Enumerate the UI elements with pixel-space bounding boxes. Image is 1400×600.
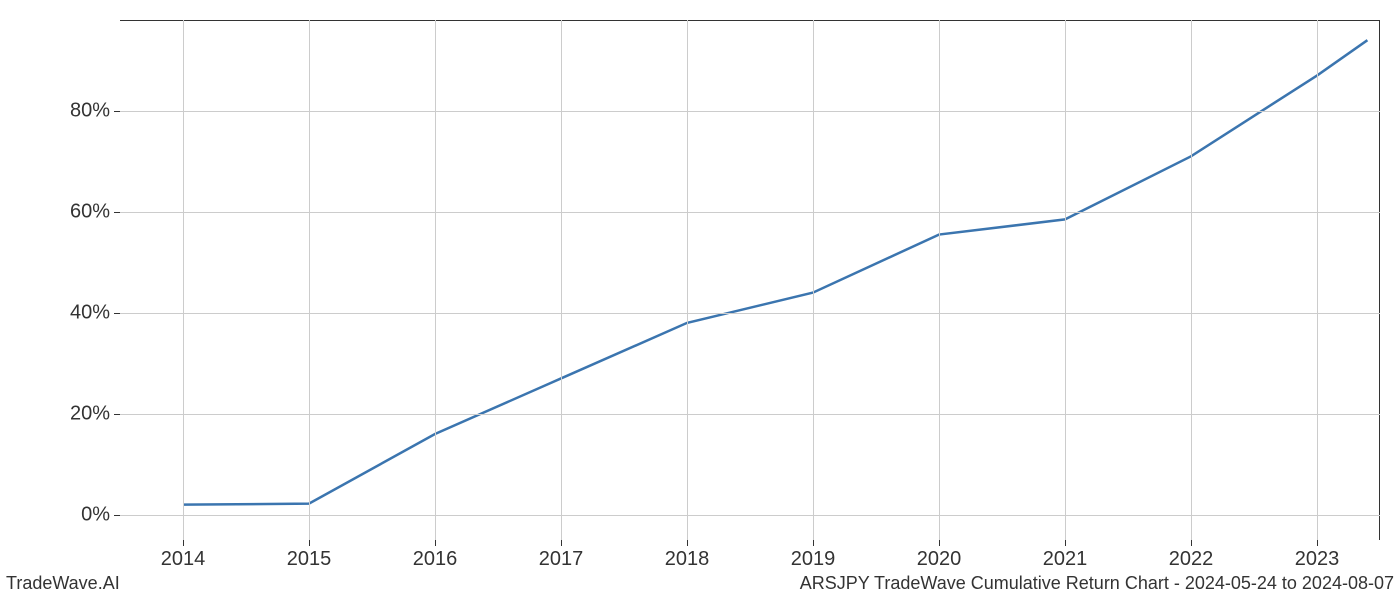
y-tick-label: 20% [70, 402, 110, 425]
x-tick-mark [939, 540, 940, 546]
x-tick-mark [561, 540, 562, 546]
x-tick-mark [183, 540, 184, 546]
gridline-vertical [309, 20, 310, 540]
gridline-vertical [561, 20, 562, 540]
y-tick-mark [114, 414, 120, 415]
footer-brand: TradeWave.AI [6, 573, 120, 594]
y-tick-mark [114, 313, 120, 314]
x-tick-mark [309, 540, 310, 546]
y-tick-label: 0% [81, 503, 110, 526]
x-tick-mark [1317, 540, 1318, 546]
gridline-vertical [687, 20, 688, 540]
x-tick-label: 2020 [917, 548, 962, 571]
y-tick-label: 60% [70, 200, 110, 223]
gridline-vertical [435, 20, 436, 540]
x-tick-label: 2023 [1295, 548, 1340, 571]
chart-plot-area: 0%20%40%60%80%20142015201620172018201920… [120, 20, 1380, 540]
x-tick-label: 2014 [161, 548, 206, 571]
y-tick-label: 40% [70, 301, 110, 324]
gridline-vertical [813, 20, 814, 540]
x-tick-mark [1065, 540, 1066, 546]
y-tick-mark [114, 111, 120, 112]
x-tick-mark [813, 540, 814, 546]
y-tick-mark [114, 212, 120, 213]
gridline-vertical [1191, 20, 1192, 540]
gridline-vertical [939, 20, 940, 540]
x-tick-label: 2019 [791, 548, 836, 571]
gridline-vertical [183, 20, 184, 540]
x-tick-label: 2017 [539, 548, 584, 571]
x-tick-mark [687, 540, 688, 546]
x-tick-mark [1191, 540, 1192, 546]
gridline-vertical [1065, 20, 1066, 540]
y-tick-label: 80% [70, 99, 110, 122]
x-tick-label: 2021 [1043, 548, 1088, 571]
x-tick-label: 2022 [1169, 548, 1214, 571]
x-tick-label: 2016 [413, 548, 458, 571]
x-tick-label: 2015 [287, 548, 332, 571]
footer-caption: ARSJPY TradeWave Cumulative Return Chart… [800, 573, 1394, 594]
x-tick-label: 2018 [665, 548, 710, 571]
gridline-vertical [1317, 20, 1318, 540]
y-tick-mark [114, 515, 120, 516]
x-tick-mark [435, 540, 436, 546]
